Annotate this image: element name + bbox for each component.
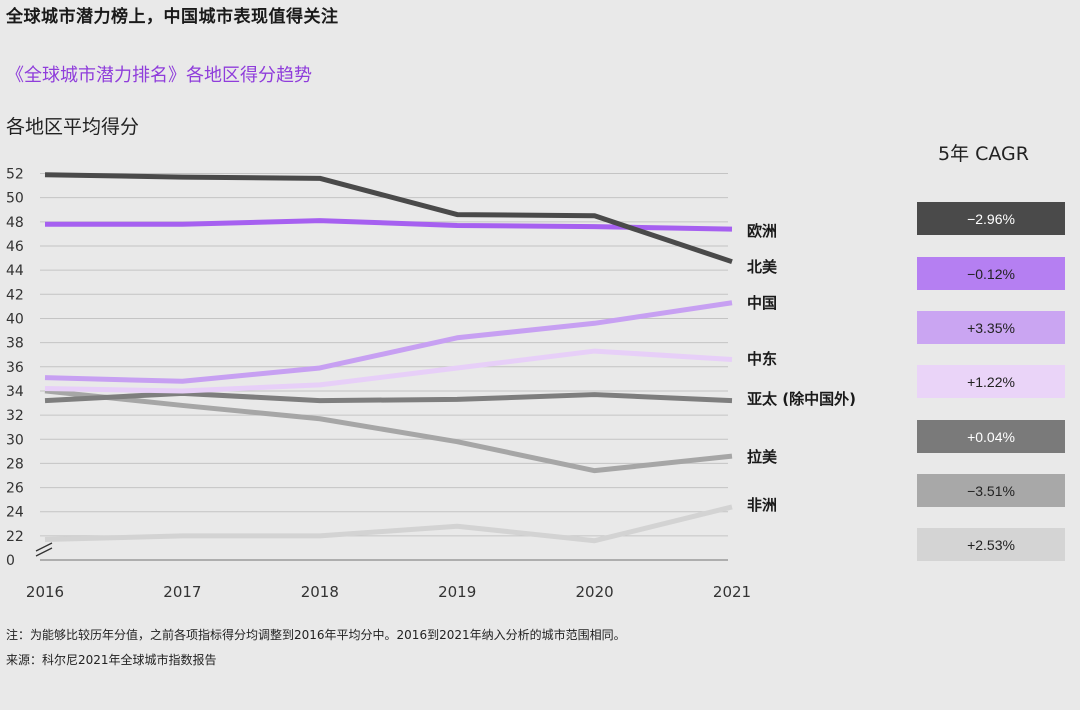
cagr-value: −0.12% [917,257,1065,290]
series-line [44,388,733,474]
series-line [44,390,733,404]
y-tick-label: 44 [6,263,24,279]
cagr-header: 5年 CAGR [938,143,1029,165]
y-tick-label: 28 [6,456,24,472]
x-tick-label: 2016 [26,583,64,601]
series-line [44,172,733,265]
series-line [45,218,733,232]
y-tick-label: 36 [6,360,24,376]
y-tick-label: 0 [6,553,15,569]
axis-break-icon [35,542,53,557]
y-tick-label: 50 [6,191,24,207]
cagr-value: −2.96% [917,202,1065,235]
y-tick-label: 34 [6,384,24,400]
x-tick-label: 2019 [438,583,476,601]
y-tick-label: 32 [6,408,24,424]
cagr-value: +0.04% [917,420,1065,453]
series-line [44,300,733,384]
x-tick-labels: 2016 2017 2018 2019 2020 2021 [26,583,751,601]
series-lines [44,172,733,544]
series-label: 中国 [747,294,777,312]
y-tick-label: 40 [6,311,24,327]
y-tick-label: 52 [6,167,24,183]
y-tick-label: 24 [6,505,24,521]
y-tick-labels: 0 22 24 26 28 30 32 34 36 38 40 42 44 46 48 50 52 [6,167,24,570]
x-tick-label: 2017 [163,583,201,601]
series-label: 拉美 [747,448,778,466]
series-line [44,504,733,544]
y-axis-title: 各地区平均得分 [6,116,140,138]
y-tick-label: 26 [6,481,24,497]
y-tick-label: 30 [6,432,24,448]
axis-break-mark [35,542,53,552]
cagr-value: −3.51% [917,474,1065,507]
x-tick-label: 2018 [301,583,339,601]
y-tick-label: 38 [6,336,24,352]
cagr-value: +2.53% [917,528,1065,561]
footnote: 注：为能够比较历年分值，之前各项指标得分均调整到2016年平均分中。2016到2… [6,628,626,642]
headline: 全球城市潜力榜上，中国城市表现值得关注 [6,7,339,27]
y-tick-label: 22 [6,529,24,545]
y-tick-label: 46 [6,239,24,255]
series-label: 亚太 (除中国外) [747,390,856,408]
grid-lines [40,173,728,561]
source-note: 来源：科尔尼2021年全球城市指数报告 [6,653,217,667]
y-tick-label: 48 [6,215,24,231]
series-line [44,348,733,394]
x-tick-label: 2020 [576,583,614,601]
series-label: 欧洲 [747,222,777,240]
series-label: 北美 [747,258,778,276]
cagr-value: +3.35% [917,311,1065,344]
series-label: 非洲 [747,496,777,514]
cagr-value: +1.22% [917,365,1065,398]
axis-break-mark [35,547,53,557]
series-label: 中东 [747,350,777,368]
y-tick-label: 42 [6,287,24,303]
chart-subtitle: 《全球城市潜力排名》各地区得分趋势 [6,65,312,86]
x-tick-label: 2021 [713,583,751,601]
